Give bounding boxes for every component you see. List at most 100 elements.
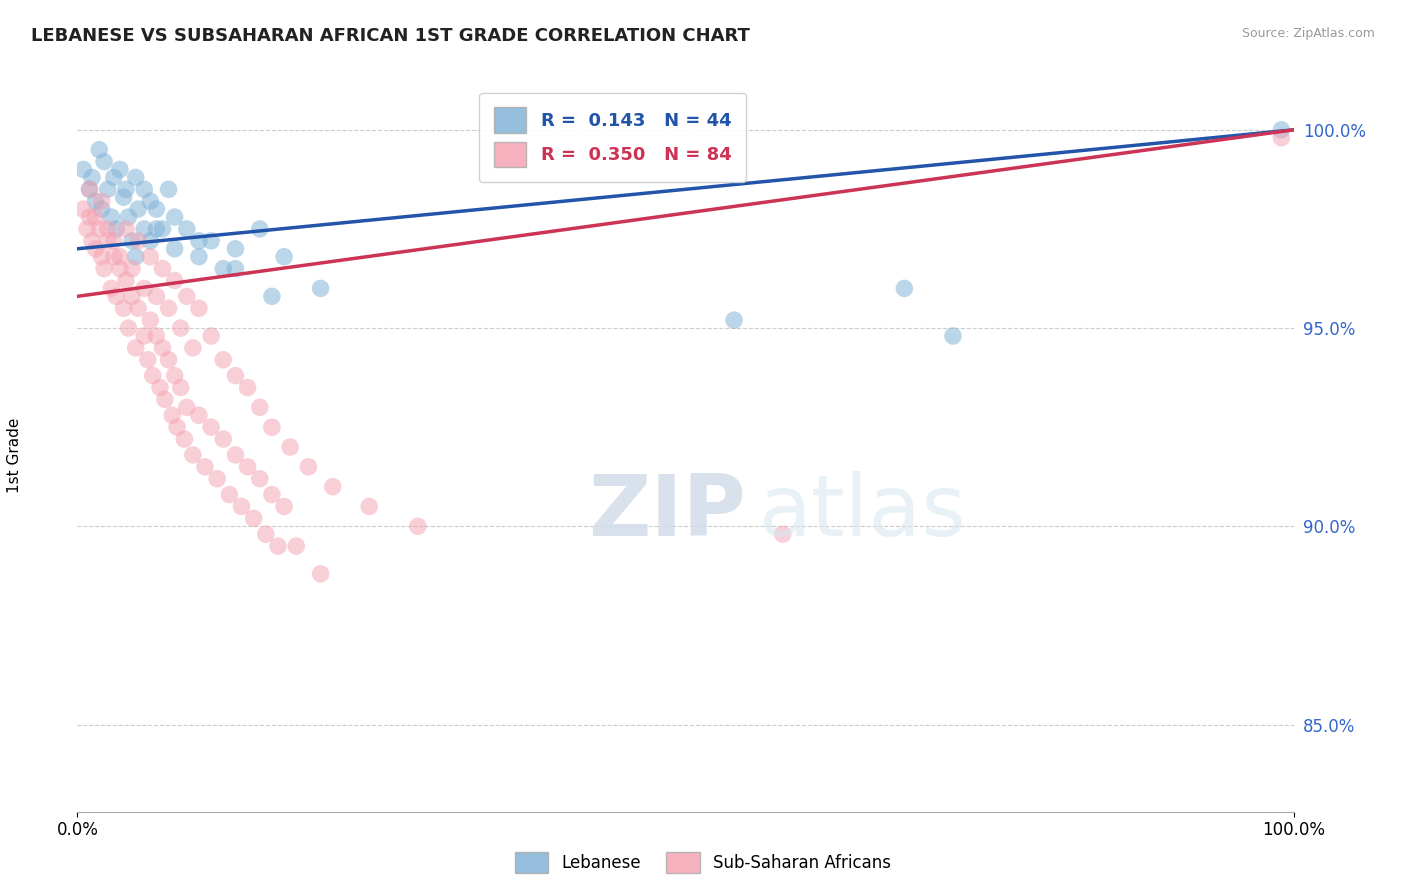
Point bbox=[163, 273, 186, 287]
Point bbox=[200, 329, 222, 343]
Point bbox=[1270, 123, 1292, 137]
Point bbox=[139, 194, 162, 209]
Point bbox=[188, 409, 211, 423]
Point bbox=[72, 162, 94, 177]
Point bbox=[249, 401, 271, 415]
Point bbox=[108, 261, 131, 276]
Point bbox=[260, 289, 283, 303]
Point bbox=[285, 539, 308, 553]
Point bbox=[76, 222, 98, 236]
Point bbox=[249, 222, 271, 236]
Point bbox=[406, 519, 429, 533]
Point bbox=[273, 500, 295, 514]
Point bbox=[125, 170, 148, 185]
Point bbox=[723, 313, 745, 327]
Point bbox=[103, 250, 125, 264]
Point bbox=[72, 202, 94, 216]
Point bbox=[121, 234, 143, 248]
Point bbox=[166, 420, 188, 434]
Point bbox=[188, 301, 211, 316]
Point bbox=[90, 202, 112, 216]
Point bbox=[89, 143, 111, 157]
Point bbox=[79, 182, 101, 196]
Point bbox=[152, 261, 174, 276]
Point bbox=[136, 352, 159, 367]
Point bbox=[108, 162, 131, 177]
Point bbox=[115, 182, 138, 196]
Point bbox=[84, 194, 107, 209]
Point bbox=[236, 380, 259, 394]
Point bbox=[84, 242, 107, 256]
Point bbox=[205, 472, 228, 486]
Text: LEBANESE VS SUBSAHARAN AFRICAN 1ST GRADE CORRELATION CHART: LEBANESE VS SUBSAHARAN AFRICAN 1ST GRADE… bbox=[31, 27, 749, 45]
Point bbox=[125, 341, 148, 355]
Point bbox=[84, 210, 107, 224]
Point bbox=[93, 261, 115, 276]
Point bbox=[942, 329, 965, 343]
Point bbox=[127, 202, 149, 216]
Point bbox=[97, 234, 120, 248]
Point bbox=[149, 380, 172, 394]
Point bbox=[212, 432, 235, 446]
Point bbox=[115, 222, 138, 236]
Point bbox=[103, 234, 125, 248]
Point bbox=[117, 210, 139, 224]
Point bbox=[117, 321, 139, 335]
Point bbox=[80, 170, 103, 185]
Point bbox=[359, 500, 381, 514]
Point bbox=[212, 352, 235, 367]
Point bbox=[112, 301, 135, 316]
Point bbox=[163, 210, 186, 224]
Point bbox=[260, 420, 283, 434]
Point bbox=[153, 392, 176, 407]
Point bbox=[139, 234, 162, 248]
Point bbox=[145, 202, 167, 216]
Point bbox=[152, 341, 174, 355]
Point bbox=[145, 289, 167, 303]
Point bbox=[93, 154, 115, 169]
Point bbox=[97, 222, 120, 236]
Point bbox=[152, 222, 174, 236]
Point bbox=[893, 281, 915, 295]
Point bbox=[260, 487, 283, 501]
Point bbox=[218, 487, 240, 501]
Point bbox=[224, 261, 246, 276]
Point bbox=[273, 250, 295, 264]
Point bbox=[127, 301, 149, 316]
Point bbox=[134, 182, 156, 196]
Point bbox=[105, 289, 128, 303]
Point bbox=[176, 289, 198, 303]
Point bbox=[170, 380, 193, 394]
Point bbox=[267, 539, 290, 553]
Point bbox=[176, 222, 198, 236]
Point bbox=[170, 321, 193, 335]
Point bbox=[79, 210, 101, 224]
Point bbox=[115, 273, 138, 287]
Point bbox=[224, 448, 246, 462]
Point bbox=[188, 250, 211, 264]
Point bbox=[322, 480, 344, 494]
Point bbox=[125, 250, 148, 264]
Point bbox=[79, 182, 101, 196]
Point bbox=[231, 500, 253, 514]
Point bbox=[105, 222, 128, 236]
Point bbox=[108, 250, 131, 264]
Text: atlas: atlas bbox=[758, 470, 966, 554]
Point bbox=[145, 222, 167, 236]
Point bbox=[254, 527, 277, 541]
Point bbox=[297, 459, 319, 474]
Point bbox=[160, 409, 183, 423]
Point bbox=[242, 511, 264, 525]
Point bbox=[181, 341, 204, 355]
Point bbox=[188, 234, 211, 248]
Point bbox=[134, 281, 156, 295]
Point bbox=[772, 527, 794, 541]
Point bbox=[309, 566, 332, 581]
Point bbox=[157, 182, 180, 196]
Text: ZIP: ZIP bbox=[588, 470, 745, 554]
Point bbox=[173, 432, 195, 446]
Point bbox=[134, 329, 156, 343]
Point bbox=[139, 250, 162, 264]
Point bbox=[121, 289, 143, 303]
Point bbox=[200, 234, 222, 248]
